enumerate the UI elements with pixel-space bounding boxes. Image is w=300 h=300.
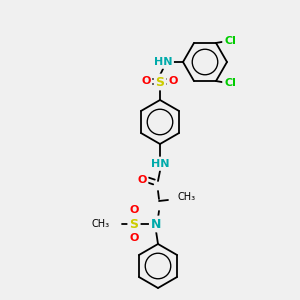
Text: CH₃: CH₃ xyxy=(92,219,110,229)
Text: N: N xyxy=(151,218,161,230)
Text: CH₃: CH₃ xyxy=(177,192,195,202)
Text: HN: HN xyxy=(151,159,169,169)
Text: O: O xyxy=(129,205,139,215)
Text: O: O xyxy=(141,76,151,86)
Text: Cl: Cl xyxy=(224,36,236,46)
Text: O: O xyxy=(129,233,139,243)
Text: Cl: Cl xyxy=(224,78,236,88)
Text: O: O xyxy=(168,76,178,86)
Text: O: O xyxy=(137,175,147,185)
Text: S: S xyxy=(130,218,139,230)
Text: HN: HN xyxy=(154,57,172,67)
Text: S: S xyxy=(155,76,164,88)
